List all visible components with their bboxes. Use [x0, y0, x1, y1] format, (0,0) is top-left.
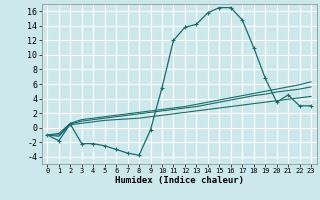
- X-axis label: Humidex (Indice chaleur): Humidex (Indice chaleur): [115, 176, 244, 185]
